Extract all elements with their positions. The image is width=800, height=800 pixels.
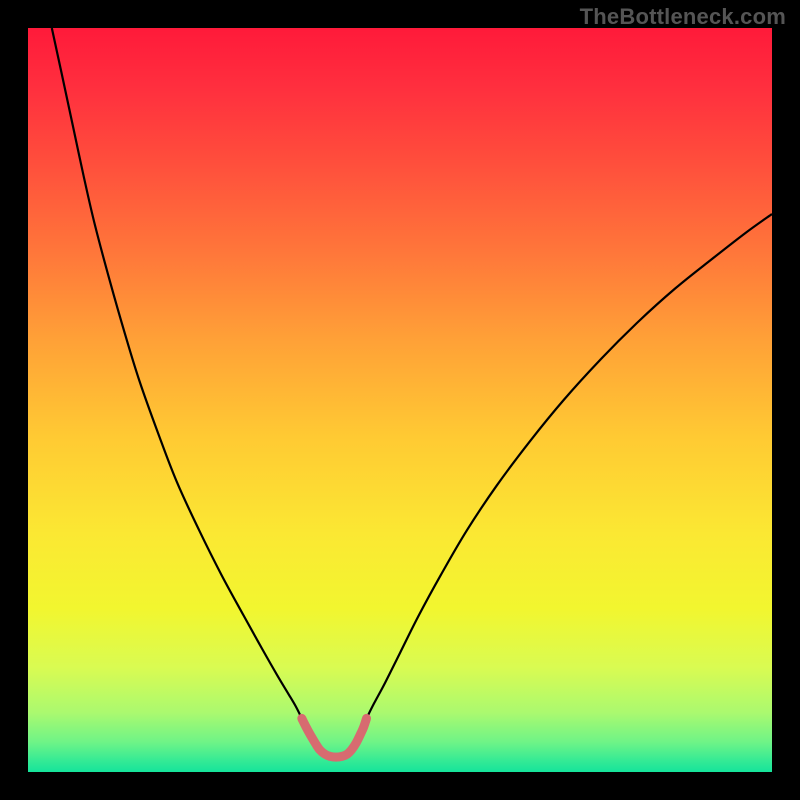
curve-left xyxy=(52,28,302,718)
curves-layer xyxy=(28,28,772,772)
canvas-root: TheBottleneck.com xyxy=(0,0,800,800)
plot-area xyxy=(28,28,772,772)
trough-highlight xyxy=(302,718,367,757)
watermark-text: TheBottleneck.com xyxy=(580,4,786,30)
curve-right xyxy=(367,214,772,718)
